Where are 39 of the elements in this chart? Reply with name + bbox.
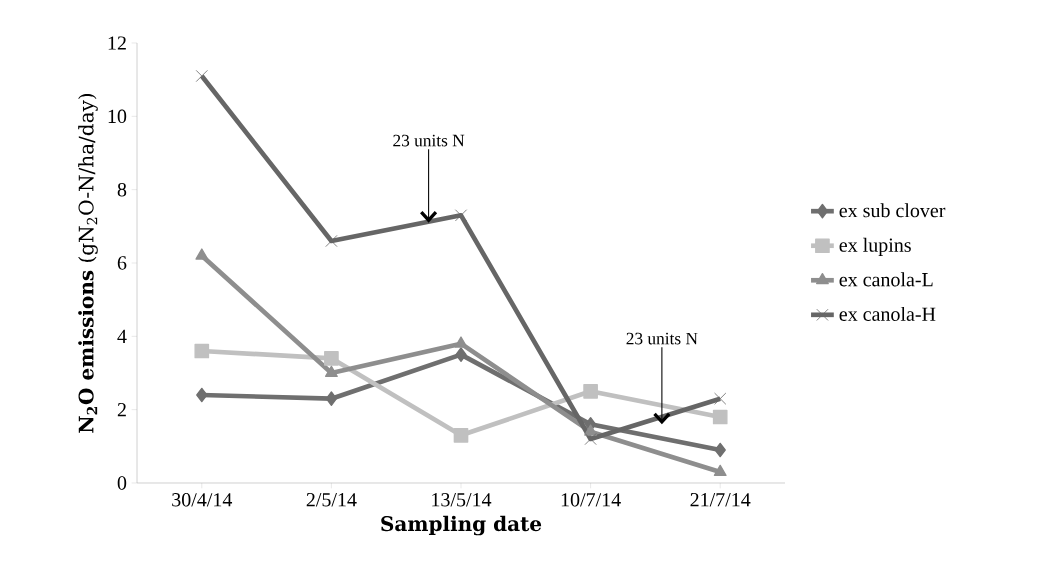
legend-label: ex sub clover [839, 203, 946, 218]
point [714, 442, 726, 458]
point [325, 391, 338, 406]
point [584, 424, 598, 436]
point [325, 234, 338, 248]
point [584, 432, 597, 446]
point [324, 350, 339, 366]
legend-label: ex canola-L [839, 272, 933, 287]
point [453, 428, 469, 443]
point [455, 347, 467, 362]
point [713, 464, 727, 476]
point [195, 248, 209, 260]
point [714, 392, 727, 405]
x-axis-title: Sampling date [381, 515, 542, 536]
point [454, 209, 468, 222]
point [583, 384, 598, 399]
text: N$_{2}$O emissions (gN$_{2}$O-N/ha/day) [78, 93, 98, 433]
legend-label: ex canola-H [839, 306, 936, 321]
x-tick-label: 10/7/14 [561, 493, 621, 507]
x-tick-label: 13/5/14 [432, 493, 492, 507]
annotation: 23 units N [393, 134, 465, 147]
x-tick-label: 30/4/14 [172, 493, 233, 507]
legend-label: ex lupins [839, 237, 911, 256]
point [195, 69, 208, 83]
y-tick-label: 6 [117, 256, 127, 270]
annotation: 23 units N [626, 332, 698, 345]
y-tick-label: 4 [117, 329, 127, 343]
y-tick-label: 12 [108, 36, 126, 50]
y-tick-label: 10 [108, 109, 127, 124]
point [196, 387, 208, 403]
y-tick-label: 8 [117, 182, 127, 197]
point [194, 343, 210, 359]
point [454, 336, 468, 348]
x-tick-label: 2/5/14 [306, 493, 357, 507]
y-tick-label: 0 [117, 476, 127, 490]
x-tick-label: 21/7/14 [690, 493, 751, 507]
y-tick-label: 2 [117, 403, 126, 417]
point [324, 365, 338, 377]
point [712, 409, 728, 425]
